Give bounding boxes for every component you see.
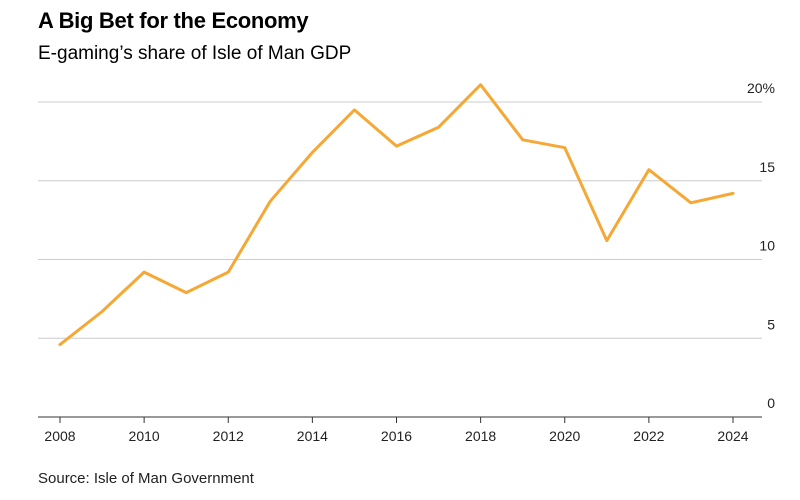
tick-labels: 0 5 10 15 20% 2008 2010 2012 2014 2016 2018 2020 202… xyxy=(44,80,775,444)
y-tick-label: 15 xyxy=(759,159,775,175)
x-tick-label: 2024 xyxy=(717,428,748,444)
source-note: Source: Isle of Man Government xyxy=(38,470,254,487)
y-tick-label: 0 xyxy=(767,395,775,411)
x-tick-label: 2014 xyxy=(297,428,328,444)
x-tick-label: 2012 xyxy=(213,428,244,444)
x-tick-label: 2020 xyxy=(549,428,580,444)
series-line-0 xyxy=(58,83,735,347)
x-tick-label: 2022 xyxy=(633,428,664,444)
x-tick-label: 2008 xyxy=(44,428,75,444)
y-tick-label: 10 xyxy=(759,238,775,254)
x-axis xyxy=(38,416,762,423)
gridlines xyxy=(38,101,762,339)
y-tick-label: 20% xyxy=(747,80,775,96)
series-layer xyxy=(58,83,735,347)
chart-title: A Big Bet for the Economy xyxy=(38,8,309,33)
x-tick-label: 2016 xyxy=(381,428,412,444)
x-tick-label: 2010 xyxy=(129,428,160,444)
x-tick-label: 2018 xyxy=(465,428,496,444)
chart-subtitle: E-gaming’s share of Isle of Man GDP xyxy=(38,43,352,64)
y-tick-label: 5 xyxy=(767,316,775,332)
